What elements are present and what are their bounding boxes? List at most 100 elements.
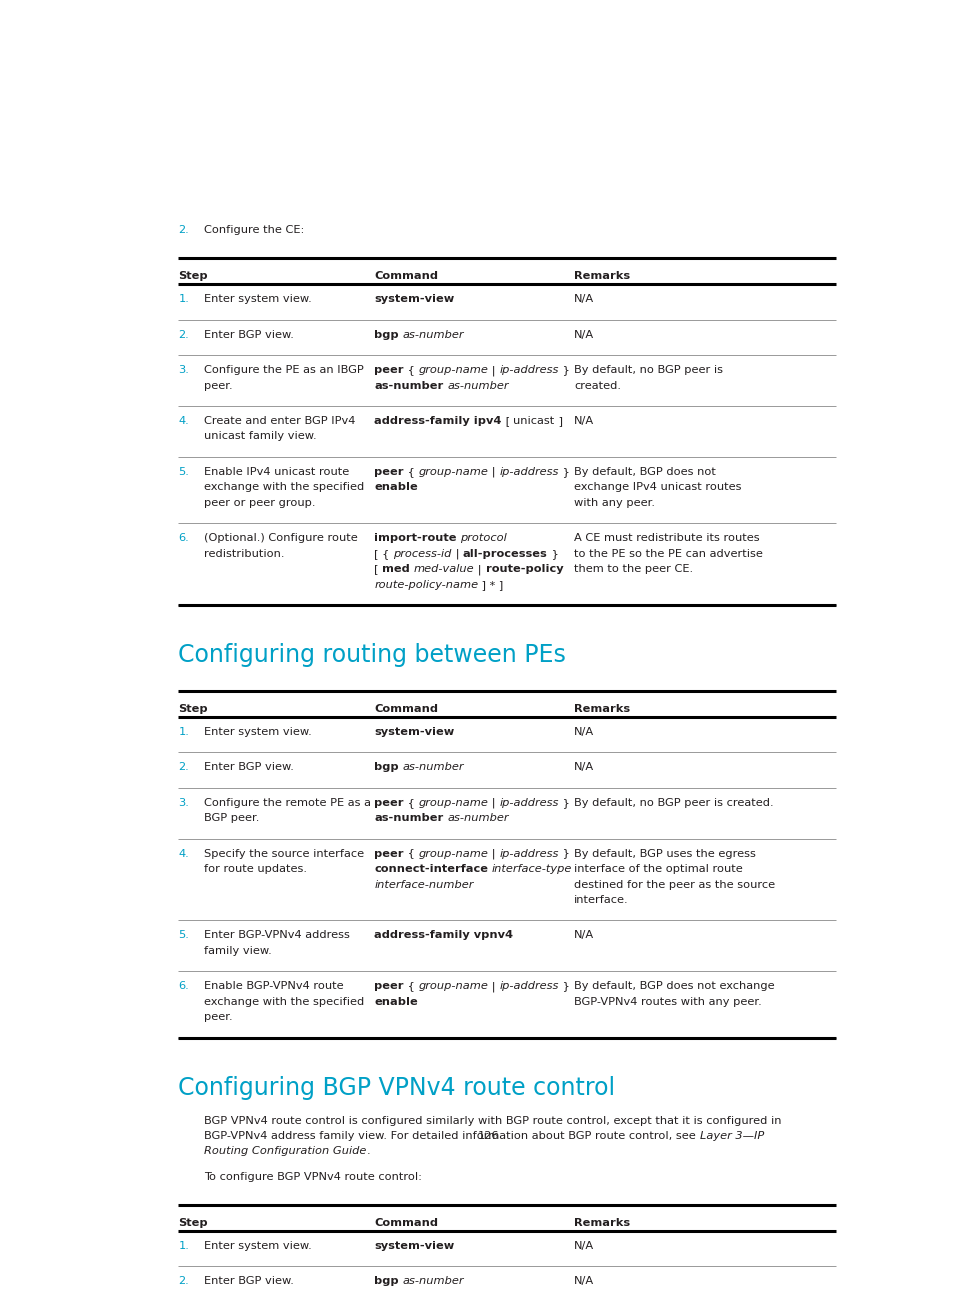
Text: Enter system view.: Enter system view. xyxy=(204,1240,312,1251)
Text: BGP-VPNv4 address family view. For detailed information about BGP route control,: BGP-VPNv4 address family view. For detai… xyxy=(204,1131,699,1140)
Text: N/A: N/A xyxy=(574,727,594,737)
Text: Command: Command xyxy=(374,1218,437,1227)
Text: process-id: process-id xyxy=(393,548,451,559)
Text: N/A: N/A xyxy=(574,762,594,772)
Text: Enter BGP-VPNv4 address: Enter BGP-VPNv4 address xyxy=(204,931,350,941)
Text: |: | xyxy=(488,981,499,991)
Text: for route updates.: for route updates. xyxy=(204,864,307,874)
Text: Create and enter BGP IPv4: Create and enter BGP IPv4 xyxy=(204,416,355,426)
Text: Command: Command xyxy=(374,271,437,281)
Text: 1.: 1. xyxy=(178,1240,189,1251)
Text: 5.: 5. xyxy=(178,467,189,477)
Text: 3.: 3. xyxy=(178,365,189,375)
Text: (Optional.) Configure route: (Optional.) Configure route xyxy=(204,533,357,543)
Text: 6.: 6. xyxy=(178,981,189,991)
Text: unicast family view.: unicast family view. xyxy=(204,432,316,442)
Text: system-view: system-view xyxy=(374,727,454,737)
Text: peer: peer xyxy=(374,981,403,991)
Text: group-name: group-name xyxy=(417,797,488,807)
Text: group-name: group-name xyxy=(417,467,488,477)
Text: {: { xyxy=(403,981,417,991)
Text: connect-interface: connect-interface xyxy=(374,864,488,874)
Text: Remarks: Remarks xyxy=(574,704,629,714)
Text: group-name: group-name xyxy=(417,981,488,991)
Text: ]: ] xyxy=(554,416,562,426)
Text: N/A: N/A xyxy=(574,416,594,426)
Text: ip-address: ip-address xyxy=(499,467,558,477)
Text: med-value: med-value xyxy=(414,564,474,574)
Text: 6.: 6. xyxy=(178,533,189,543)
Text: interface.: interface. xyxy=(574,896,628,905)
Text: exchange with the specified: exchange with the specified xyxy=(204,482,364,492)
Text: peer or peer group.: peer or peer group. xyxy=(204,498,315,508)
Text: destined for the peer as the source: destined for the peer as the source xyxy=(574,880,774,889)
Text: enable: enable xyxy=(374,997,417,1007)
Text: Layer 3—IP: Layer 3—IP xyxy=(699,1131,763,1140)
Text: Routing Configuration Guide: Routing Configuration Guide xyxy=(204,1147,366,1156)
Text: BGP-VPNv4 routes with any peer.: BGP-VPNv4 routes with any peer. xyxy=(574,997,760,1007)
Text: |: | xyxy=(488,467,499,477)
Text: to the PE so the PE can advertise: to the PE so the PE can advertise xyxy=(574,548,762,559)
Text: as-number: as-number xyxy=(447,813,508,823)
Text: protocol: protocol xyxy=(460,533,507,543)
Text: Configure the PE as an IBGP: Configure the PE as an IBGP xyxy=(204,365,364,375)
Text: as-number: as-number xyxy=(447,381,508,390)
Text: ip-address: ip-address xyxy=(499,797,558,807)
Text: N/A: N/A xyxy=(574,1277,594,1286)
Text: Command: Command xyxy=(374,704,437,714)
Text: 1.: 1. xyxy=(178,727,189,737)
Text: Configuring routing between PEs: Configuring routing between PEs xyxy=(178,643,566,667)
Text: }: } xyxy=(558,797,569,807)
Text: Remarks: Remarks xyxy=(574,1218,629,1227)
Text: BGP peer.: BGP peer. xyxy=(204,813,259,823)
Text: ip-address: ip-address xyxy=(499,365,558,375)
Text: Enter system view.: Enter system view. xyxy=(204,727,312,737)
Text: peer: peer xyxy=(374,365,403,375)
Text: {: { xyxy=(403,849,417,858)
Text: }: } xyxy=(558,365,569,375)
Text: A CE must redistribute its routes: A CE must redistribute its routes xyxy=(574,533,759,543)
Text: .: . xyxy=(366,1147,370,1156)
Text: Enable BGP-VPNv4 route: Enable BGP-VPNv4 route xyxy=(204,981,343,991)
Text: ip-address: ip-address xyxy=(499,981,558,991)
Text: Enter BGP view.: Enter BGP view. xyxy=(204,762,294,772)
Text: peer: peer xyxy=(374,797,403,807)
Text: Enter BGP view.: Enter BGP view. xyxy=(204,1277,294,1286)
Text: |: | xyxy=(474,564,485,574)
Text: 1.: 1. xyxy=(178,294,189,305)
Text: created.: created. xyxy=(574,381,620,390)
Text: route-policy-name: route-policy-name xyxy=(374,579,478,590)
Text: By default, no BGP peer is: By default, no BGP peer is xyxy=(574,365,722,375)
Text: family view.: family view. xyxy=(204,946,272,956)
Text: 126: 126 xyxy=(477,1131,499,1142)
Text: To configure BGP VPNv4 route control:: To configure BGP VPNv4 route control: xyxy=(204,1172,422,1182)
Text: }: } xyxy=(558,467,569,477)
Text: |: | xyxy=(488,365,499,376)
Text: By default, no BGP peer is created.: By default, no BGP peer is created. xyxy=(574,797,773,807)
Text: {: { xyxy=(403,467,417,477)
Text: system-view: system-view xyxy=(374,294,454,305)
Text: system-view: system-view xyxy=(374,1240,454,1251)
Text: BGP VPNv4 route control is configured similarly with BGP route control, except t: BGP VPNv4 route control is configured si… xyxy=(204,1116,781,1125)
Text: as-number: as-number xyxy=(402,1277,463,1286)
Text: 4.: 4. xyxy=(178,849,189,858)
Text: 2.: 2. xyxy=(178,226,189,236)
Text: }: } xyxy=(558,849,569,858)
Text: interface-number: interface-number xyxy=(374,880,474,889)
Text: route-policy: route-policy xyxy=(485,564,562,574)
Text: exchange IPv4 unicast routes: exchange IPv4 unicast routes xyxy=(574,482,740,492)
Text: Step: Step xyxy=(178,1218,208,1227)
Text: as-number: as-number xyxy=(374,813,443,823)
Text: Specify the source interface: Specify the source interface xyxy=(204,849,364,858)
Text: By default, BGP uses the egress: By default, BGP uses the egress xyxy=(574,849,755,858)
Text: [ {: [ { xyxy=(374,548,393,559)
Text: as-number: as-number xyxy=(402,762,463,772)
Text: Configuring BGP VPNv4 route control: Configuring BGP VPNv4 route control xyxy=(178,1076,615,1099)
Text: Step: Step xyxy=(178,704,208,714)
Text: 2.: 2. xyxy=(178,329,189,340)
Text: Enter system view.: Enter system view. xyxy=(204,294,312,305)
Text: address-family ipv4: address-family ipv4 xyxy=(374,416,501,426)
Text: [: [ xyxy=(501,416,513,426)
Text: with any peer.: with any peer. xyxy=(574,498,655,508)
Text: Step: Step xyxy=(178,271,208,281)
